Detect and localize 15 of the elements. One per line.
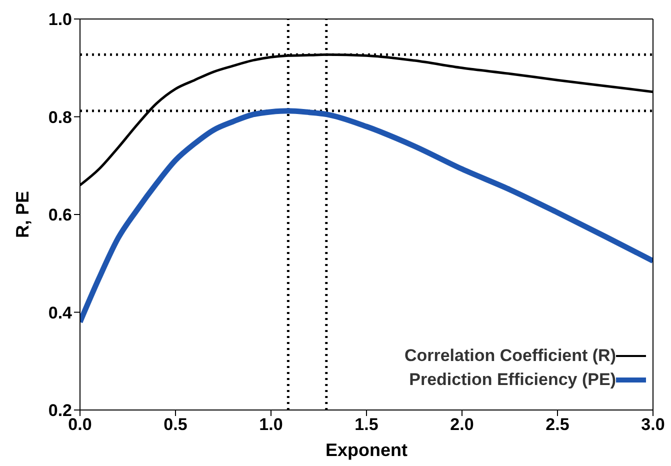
- legend-label: Prediction Efficiency (PE): [409, 369, 616, 391]
- x-tick-label: 0.5: [164, 415, 188, 434]
- y-tick-label: 0.8: [48, 108, 72, 127]
- y-tick-label: 0.4: [48, 303, 73, 322]
- x-tick-label: 3.0: [641, 415, 665, 434]
- x-tick-label: 1.5: [354, 415, 378, 434]
- x-tick-label: 2.0: [450, 415, 474, 434]
- y-axis-title: R, PE: [12, 190, 32, 238]
- x-axis-title: Exponent: [325, 440, 408, 460]
- y-tick-label: 0.6: [48, 206, 72, 225]
- x-tick-label: 2.5: [546, 415, 570, 434]
- legend-label: Correlation Coefficient (R): [404, 345, 616, 367]
- x-tick-label: 1.0: [259, 415, 283, 434]
- x-tick-label: 0.0: [68, 415, 92, 434]
- y-tick-label: 1.0: [48, 10, 72, 30]
